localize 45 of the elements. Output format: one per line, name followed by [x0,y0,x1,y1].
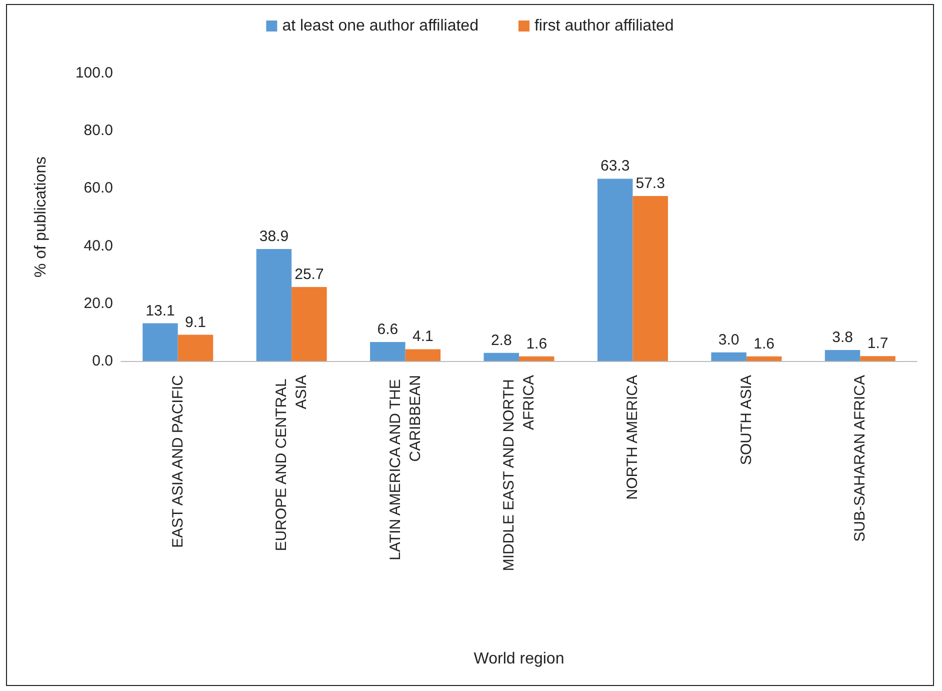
bar [632,196,668,361]
bar [746,356,782,361]
y-tick-label: 0.0 [92,352,113,370]
x-tick-label: SUB-SAHARAN AFRICA [852,375,869,542]
bar [597,178,633,361]
x-tick-label: EUROPE AND CENTRAL ASIA [273,375,310,552]
x-tick-label: SOUTH ASIA [738,375,755,466]
data-label: 1.6 [526,335,548,352]
data-label: 63.3 [600,158,630,175]
y-tick-label: 20.0 [84,294,113,312]
bar [711,352,746,361]
data-label: 2.8 [490,332,512,349]
data-label: 3.8 [832,329,853,346]
data-label: 9.1 [185,314,206,331]
data-label: 4.1 [412,328,434,346]
y-tick-label: 80.0 [84,122,113,140]
x-tick-label: MIDDLE EAST AND NORTH AFRICA [500,375,538,572]
data-label: 57.3 [636,174,665,192]
y-tick-label: 100.0 [75,64,113,82]
legend-label: first author affiliated [534,18,674,34]
data-label: 3.0 [718,331,740,348]
bar [142,323,178,361]
bar [370,342,406,361]
bar [178,334,214,361]
bar [484,352,519,361]
x-tick-label: NORTH AMERICA [624,375,642,500]
data-label: 6.6 [377,320,398,338]
x-axis-title: World region [474,650,564,668]
x-tick-label: EAST ASIA AND PACIFIC [169,374,186,548]
bar [292,286,327,361]
y-axis-title: % of publications [32,156,50,278]
data-label: 13.1 [146,302,175,320]
bar [405,349,441,361]
data-label: 38.9 [259,228,289,245]
legend-label: at least one author affiliated [282,18,478,34]
x-tick-label: LATIN AMERICA AND THE CARIBBEAN [386,375,424,560]
bar [519,356,554,361]
data-label: 25.7 [294,266,324,283]
y-tick-label: 40.0 [84,237,113,254]
data-label: 1.7 [867,335,888,352]
y-tick-label: 60.0 [84,180,113,197]
bar [256,248,292,361]
bar [860,356,896,361]
bar [824,350,860,361]
data-label: 1.6 [754,335,774,352]
